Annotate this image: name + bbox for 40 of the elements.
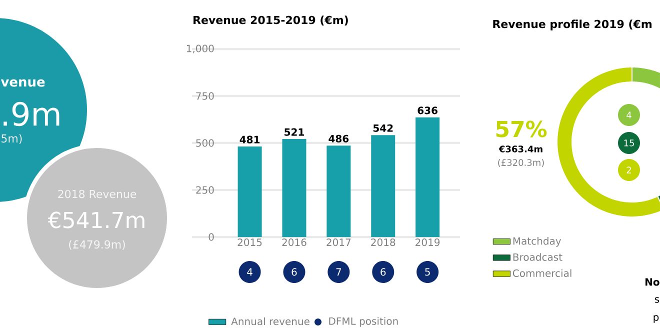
x-tick-label: 2017 xyxy=(326,238,351,246)
text: .9m xyxy=(4,102,60,126)
chart-title: Revenue profile 2019 (€m xyxy=(493,20,652,30)
chart-title: Revenue 2015-2019 (€m) xyxy=(194,16,348,26)
x-tick-label: 2018 xyxy=(371,238,396,246)
text: s xyxy=(654,297,660,303)
text: 7 xyxy=(336,268,341,276)
x-tick-label: 2019 xyxy=(416,238,440,246)
y-tick-label: 250 xyxy=(196,186,214,194)
y-tick-label: 750 xyxy=(196,92,214,100)
text: DFML position xyxy=(329,317,398,327)
text: 6 xyxy=(380,268,386,276)
x-tick-label: 2015 xyxy=(238,238,262,246)
x-tick-label: 2016 xyxy=(282,238,306,246)
text: No xyxy=(645,278,660,286)
text: 4 xyxy=(247,268,252,276)
legend-label: Annual revenue xyxy=(231,317,310,326)
text: venue xyxy=(0,79,45,87)
data-label: 636 xyxy=(418,106,438,114)
y-tick-label: 1,000 xyxy=(186,44,214,54)
text: 15 xyxy=(624,140,634,146)
legend-label: Matchday xyxy=(513,237,562,247)
text: 2 xyxy=(626,166,631,174)
text: 6 xyxy=(292,268,297,276)
legend-label: Broadcast xyxy=(513,253,562,261)
y-tick-label: 0 xyxy=(208,233,214,241)
data-label: 486 xyxy=(328,134,349,142)
text: (£320.3m) xyxy=(498,158,544,168)
text: €363.4m xyxy=(498,146,542,152)
text: €541.7m xyxy=(48,212,144,228)
text: 5m) xyxy=(2,134,22,144)
data-label: 481 xyxy=(240,136,260,144)
text: 5 xyxy=(425,268,430,276)
data-label: 57% xyxy=(496,120,547,138)
data-label: 521 xyxy=(284,128,304,136)
data-label: 542 xyxy=(373,124,393,132)
legend-label: Commercial xyxy=(512,269,572,277)
y-tick-label: 500 xyxy=(196,139,214,147)
text: p xyxy=(654,315,659,323)
text: 4 xyxy=(626,112,632,118)
